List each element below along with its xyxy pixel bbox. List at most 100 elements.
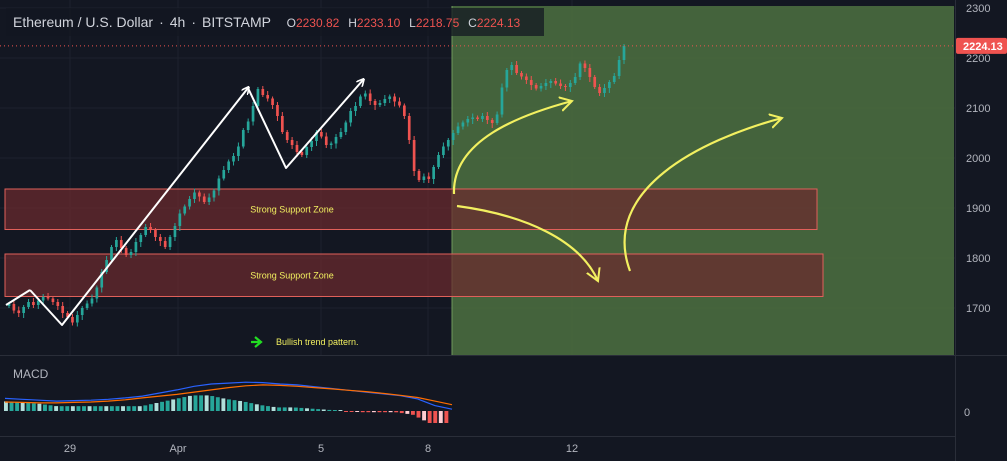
candle-body — [427, 176, 431, 179]
candle-body — [495, 114, 499, 123]
time-tick-label: 8 — [425, 443, 431, 455]
candle-body — [407, 116, 411, 140]
candle-body — [442, 146, 445, 155]
candle-body — [446, 140, 450, 147]
macd-histogram-bar — [59, 406, 64, 411]
macd-histogram-bar — [344, 411, 348, 412]
candle-body — [417, 171, 421, 180]
candle-body — [305, 147, 309, 155]
annotation-label: Bullish trend pattern. — [276, 337, 359, 347]
candle-body — [573, 77, 577, 83]
candle-body — [315, 132, 318, 141]
macd-signal-line — [4, 384, 453, 406]
candle-body — [154, 230, 157, 237]
ohlc-close-key: C — [468, 16, 477, 30]
last-price-tag: 2224.13 — [956, 37, 1007, 54]
candle-body — [476, 117, 479, 119]
candle-body — [198, 192, 201, 197]
candle-body — [85, 303, 89, 308]
macd-histogram-bar — [182, 397, 187, 411]
macd-histogram-bar — [210, 396, 215, 411]
candle-body — [622, 46, 626, 60]
trend-arrow-leg — [5, 289, 31, 306]
macd-histogram-bar — [104, 406, 109, 411]
candle-body — [95, 287, 99, 299]
candle-body — [529, 80, 533, 85]
macd-pane[interactable]: MACD — [4, 367, 453, 423]
candle-body — [178, 213, 182, 226]
candle-body — [461, 122, 465, 127]
macd-histogram-bar — [65, 406, 70, 411]
candle-body — [583, 63, 587, 68]
support-zone-label: Strong Support Zone — [250, 204, 334, 214]
macd-histogram-bar — [115, 406, 120, 411]
candle-body — [388, 96, 392, 99]
candle-body — [432, 167, 435, 179]
candle-body — [51, 298, 55, 302]
macd-histogram-bar — [204, 395, 209, 411]
ohlc-high-value: 2233.10 — [357, 16, 401, 30]
candle-body — [80, 308, 84, 315]
candle-body — [608, 82, 611, 88]
candle-body — [471, 117, 475, 119]
candle-body — [46, 297, 50, 299]
candle-body — [544, 83, 548, 86]
macd-histogram-bar — [266, 406, 270, 411]
green-right-arrow-icon — [251, 336, 263, 348]
projection-arrow-up — [452, 101, 572, 195]
macd-histogram-bar — [427, 411, 432, 423]
macd-histogram-bar — [399, 411, 404, 414]
macd-histogram-bar — [98, 406, 103, 411]
candle-body — [378, 103, 382, 105]
candle-body — [75, 315, 79, 323]
ohlc-close-value: 2224.13 — [477, 16, 521, 30]
macd-histogram-bar — [332, 410, 337, 411]
price-pane[interactable]: Strong Support Zone Strong Support Zone B… — [0, 6, 955, 355]
candle-body — [56, 302, 60, 306]
ohlc-low-key: L — [409, 16, 416, 30]
candle-body — [510, 65, 514, 70]
candle-body — [437, 155, 440, 167]
candle-body — [227, 161, 230, 170]
support-zone-band — [4, 253, 824, 297]
ohlc-low-value: 2218.75 — [416, 16, 460, 30]
exchange-label: BITSTAMP — [202, 14, 271, 30]
ohlc-high-key: H — [348, 16, 357, 30]
chart-header[interactable]: Ethereum / U.S. Dollar · 4h · BITSTAMP O2230… — [13, 14, 521, 30]
candle-body — [373, 101, 377, 105]
candle-body — [251, 106, 255, 122]
macd-histogram-bar — [243, 401, 248, 411]
candle-body — [119, 240, 123, 248]
candle-body — [110, 247, 113, 260]
price-axis[interactable]: 1700 1800 1900 2000 2100 2200 2300 — [966, 3, 990, 315]
macd-label: MACD — [13, 367, 49, 381]
time-axis[interactable]: 29 Apr 5 8 12 — [64, 443, 578, 455]
candle-body — [32, 302, 35, 305]
candle-body — [261, 89, 265, 95]
macd-histogram-bar — [126, 406, 131, 411]
price-tick-label: 2000 — [966, 153, 990, 165]
macd-zero-label: 0 — [964, 407, 970, 419]
macd-histogram-bar — [20, 402, 25, 411]
candle-body — [568, 83, 572, 87]
candle-body — [310, 141, 313, 147]
trend-arrows — [5, 80, 363, 326]
header-backdrop — [6, 8, 544, 36]
price-tick-label: 2300 — [966, 3, 990, 15]
price-tick-label: 1700 — [966, 303, 990, 315]
candle-body — [451, 133, 455, 140]
candle-body — [485, 116, 489, 120]
macd-histogram-bar — [277, 407, 282, 411]
macd-histogram — [4, 395, 449, 423]
macd-histogram-bar — [238, 400, 243, 411]
candle-body — [359, 96, 362, 106]
macd-histogram-bar — [293, 407, 298, 411]
macd-histogram-bar — [193, 395, 198, 411]
candle-body — [612, 76, 616, 82]
candle-body — [115, 240, 118, 247]
header-dot: · — [191, 14, 196, 30]
macd-histogram-bar — [249, 403, 254, 411]
candle-body — [134, 242, 138, 252]
header-dot: · — [159, 14, 164, 30]
